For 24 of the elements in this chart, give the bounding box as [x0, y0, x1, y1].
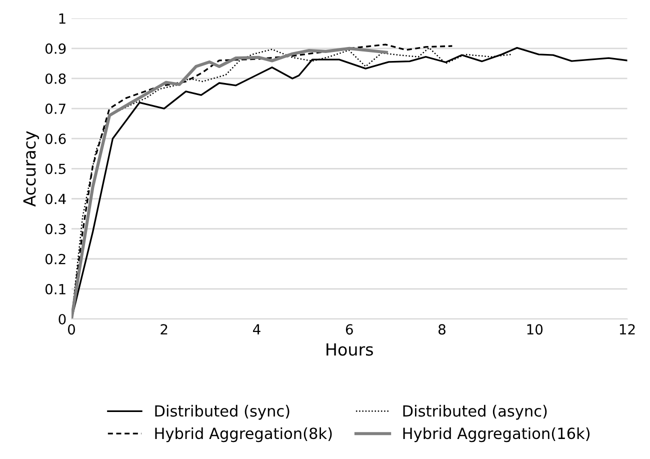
x-tick-label: 2 — [160, 324, 168, 334]
y-tick-label: 0.6 — [45, 134, 66, 144]
x-tick-label: 12 — [620, 324, 635, 334]
y-tick-label: 0.8 — [45, 73, 66, 84]
x-tick-label: 8 — [438, 324, 446, 335]
y-tick-label: 0.2 — [45, 254, 66, 264]
x-tick-label: 6 — [346, 324, 353, 335]
x-tick-label: 0 — [68, 324, 75, 335]
x-tick-label: 10 — [527, 324, 543, 335]
y-axis-title: Accuracy — [23, 131, 39, 207]
legend-label: Hybrid Aggregation(8k) — [155, 427, 332, 442]
y-tick-label: 1 — [59, 14, 66, 24]
y-tick-label: 0.5 — [45, 164, 66, 174]
legend-label: Distributed (async) — [403, 404, 547, 420]
x-axis-title: Hours — [326, 343, 373, 356]
y-tick-label: 0.7 — [45, 104, 66, 114]
x-tick-label: 4 — [253, 324, 260, 334]
legend-label: Distributed (sync) — [155, 404, 290, 420]
y-tick-label: 0.1 — [45, 284, 66, 294]
y-tick-label: 0.9 — [45, 43, 66, 54]
y-tick-label: 0.3 — [45, 224, 66, 234]
y-tick-label: 0 — [58, 314, 66, 324]
legend-label: Hybrid Aggregation(16k) — [403, 427, 590, 442]
y-tick-label: 0.4 — [45, 194, 66, 204]
